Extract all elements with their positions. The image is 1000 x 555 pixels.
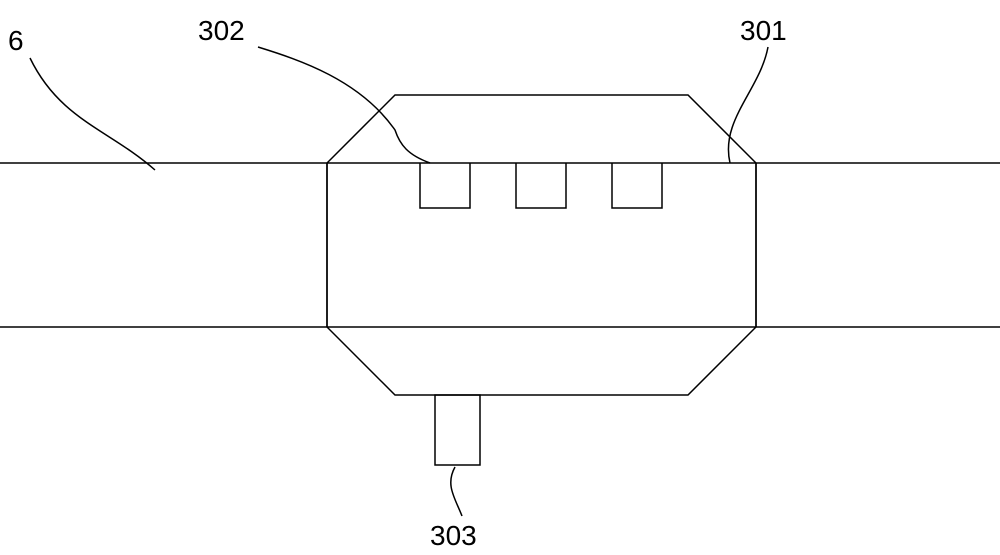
leader-line-301 — [728, 47, 768, 163]
leader-line-6 — [30, 58, 155, 170]
label-6: 6 — [8, 25, 24, 56]
top-block-2 — [516, 163, 566, 208]
leader-line-303 — [451, 467, 462, 516]
top-block-3 — [612, 163, 662, 208]
label-302: 302 — [198, 15, 245, 46]
housing-outline — [327, 95, 756, 395]
label-303: 303 — [430, 520, 477, 551]
label-301: 301 — [740, 15, 787, 46]
top-block-1 — [420, 163, 470, 208]
top-blocks-group — [420, 163, 662, 208]
bottom-block — [435, 395, 480, 465]
diagram-canvas: 6 302 301 303 — [0, 0, 1000, 555]
